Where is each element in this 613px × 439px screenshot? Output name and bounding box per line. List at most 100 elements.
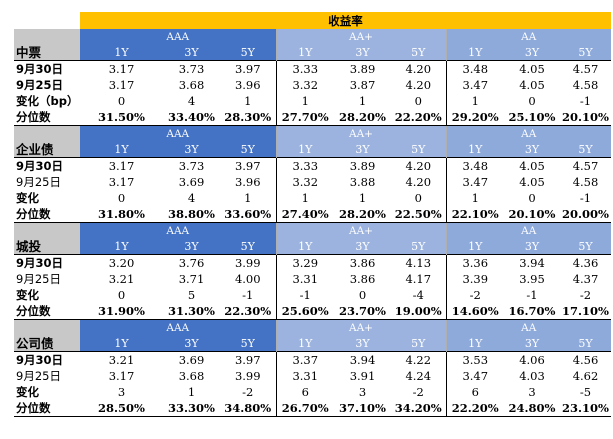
yield-value-cell: 3.68	[178, 369, 205, 383]
yield-value-cell: 4.22	[391, 351, 446, 368]
yield-value-cell: 20.00%	[560, 206, 611, 223]
yield-value-cell: 25.10%	[504, 109, 560, 126]
row-label: 9月30日	[14, 351, 80, 368]
tenor-header: 5Y	[560, 142, 611, 158]
row-label: 9月30日	[14, 254, 80, 271]
tenor-header-row: 城投 1Y 3Y 5Y 1Y 3Y 5Y 1Y 3Y 5Y	[14, 239, 611, 255]
yield-value-cell: 22.20%	[391, 109, 446, 126]
tenor-header: 3Y	[504, 142, 560, 158]
yield-value-cell: 3.20	[80, 254, 163, 271]
yield-value-cell: 3.17	[108, 369, 135, 383]
row-label: 变化	[16, 191, 39, 205]
rating-group-header: AA	[445, 29, 611, 45]
table-row: 9月30日 3.17 3.73 3.97 3.33 3.89 4.20 3.48 4.05 4.5…	[14, 60, 611, 77]
row-label: 变化	[16, 288, 39, 302]
section-spacer	[14, 29, 80, 45]
yield-value-cell: 4.57	[560, 60, 611, 77]
table-row: 变化（bp） 0 4 1 1 1 0 1 0 -1	[14, 93, 611, 109]
yield-value-cell: 24.80%	[504, 400, 560, 417]
yield-value-cell: 20.10%	[504, 206, 560, 223]
yield-value-cell: 3.71	[178, 272, 205, 286]
yield-value-cell: 3	[528, 385, 536, 399]
yield-value-cell: 4.05	[519, 175, 545, 189]
yield-value-cell: 3.32	[275, 174, 334, 190]
yield-value-cell: 20.10%	[560, 109, 611, 126]
yield-value-cell: 0	[117, 94, 126, 108]
tenor-header: 1Y	[80, 142, 163, 158]
yield-value-cell: 1	[275, 190, 334, 206]
yield-value-cell: 4.20	[405, 78, 432, 92]
yield-value-cell: 22.30%	[220, 303, 276, 320]
tenor-header-row: 中票 1Y 3Y 5Y 1Y 3Y 5Y 1Y 3Y 5Y	[14, 45, 611, 61]
yield-value-cell: 3.94	[504, 254, 560, 271]
rating-group-header: AA	[445, 125, 611, 142]
row-label: 分位数	[14, 109, 80, 126]
tenor-header: 5Y	[391, 142, 446, 158]
yield-value-cell: 3.33	[275, 157, 334, 174]
table-row: 变化 3 1 -2 6 3 -2 6 3 -5	[14, 384, 611, 400]
yield-value-cell: 0	[117, 288, 126, 302]
tenor-header: 1Y	[445, 239, 504, 255]
yield-value-cell: 3.89	[334, 60, 391, 77]
table-row: 9月25日 3.17 3.69 3.96 3.32 3.88 4.20 3.47 4.05 4.5…	[14, 174, 611, 190]
tenor-header: 5Y	[391, 239, 446, 255]
row-label: 9月25日	[16, 175, 61, 189]
rating-group-header: AA+	[275, 125, 446, 142]
yield-value-cell: 4.05	[519, 78, 545, 92]
tenor-header: 5Y	[220, 142, 276, 158]
yield-value-cell: 23.10%	[560, 400, 611, 417]
yield-value-cell: 4.05	[504, 157, 560, 174]
yield-value-cell: 3.37	[275, 351, 334, 368]
yield-value-cell: 3.17	[108, 78, 135, 92]
yield-value-cell: -1	[242, 288, 254, 302]
tenor-header: 1Y	[80, 336, 163, 352]
table-row: 分位数 31.80% 38.80% 33.60% 27.40% 28.20% 22.50% 2…	[14, 206, 611, 223]
yield-value-cell: 4.20	[391, 157, 446, 174]
yield-value-cell: 4.13	[391, 254, 446, 271]
yield-value-cell: 3.96	[234, 78, 261, 92]
yield-value-cell: 3.39	[445, 271, 504, 287]
yield-value-cell: 3	[358, 385, 367, 399]
yield-value-cell: 3.97	[220, 351, 276, 368]
yield-value-cell: 28.30%	[220, 109, 276, 126]
yield-value-cell: 3.91	[349, 369, 376, 383]
yield-value-cell: 33.30%	[163, 400, 220, 417]
yield-value-cell: 3.21	[108, 272, 135, 286]
yield-value-cell: 33.60%	[220, 206, 276, 223]
yield-value-cell: 3.68	[178, 78, 205, 92]
tenor-header: 5Y	[391, 45, 446, 61]
yield-value-cell: 1	[275, 93, 334, 109]
yield-value-cell: 3.96	[234, 175, 261, 189]
yield-value-cell: 1	[244, 191, 252, 205]
yield-value-cell: 4.56	[560, 351, 611, 368]
yield-value-cell: 4.06	[504, 351, 560, 368]
yield-value-cell: 3.97	[220, 60, 276, 77]
yield-value-cell: 28.20%	[334, 206, 391, 223]
yield-value-cell: 3.73	[163, 60, 220, 77]
yield-value-cell: 1	[445, 190, 504, 206]
yield-value-cell: 33.40%	[163, 109, 220, 126]
yield-value-cell: 4.20	[391, 60, 446, 77]
yield-value-cell: 3.17	[80, 60, 163, 77]
tenor-header: 5Y	[220, 336, 276, 352]
tenor-header: 3Y	[163, 239, 220, 255]
tenor-header-row: 公司债 1Y 3Y 5Y 1Y 3Y 5Y 1Y 3Y 5Y	[14, 336, 611, 352]
yield-value-cell: -2	[445, 287, 504, 303]
yield-value-cell: 3.47	[445, 77, 504, 93]
tenor-header: 1Y	[275, 45, 334, 61]
table-row: 9月30日 3.20 3.76 3.99 3.29 3.86 4.13 3.36 3.94 4.3…	[14, 254, 611, 271]
row-label: 变化	[16, 385, 39, 399]
yield-value-cell: 19.00%	[391, 303, 446, 320]
tenor-header: 5Y	[560, 239, 611, 255]
yield-value-cell: 16.70%	[504, 303, 560, 320]
yield-value-cell: 3.17	[80, 157, 163, 174]
tenor-header: 5Y	[560, 45, 611, 61]
tenor-header: 3Y	[334, 45, 391, 61]
tenor-header: 1Y	[275, 142, 334, 158]
yield-value-cell: 4.58	[572, 175, 599, 189]
tenor-header: 5Y	[220, 239, 276, 255]
rating-group-header: AAA	[80, 125, 276, 142]
yield-value-cell: 3.36	[445, 254, 504, 271]
tenor-header: 5Y	[391, 336, 446, 352]
yield-value-cell: 3.86	[349, 272, 376, 286]
